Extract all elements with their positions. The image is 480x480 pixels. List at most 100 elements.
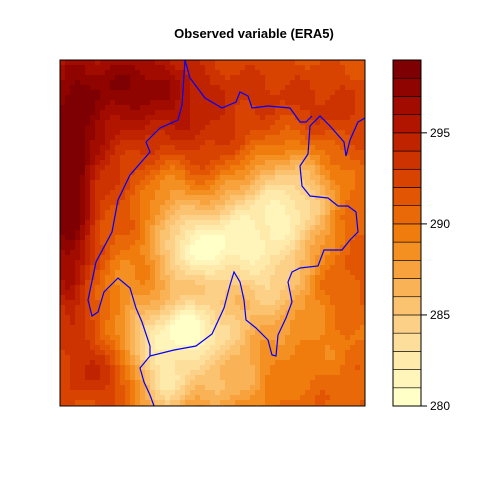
heat-cell — [105, 395, 111, 401]
heat-cell — [305, 330, 311, 336]
heat-cell — [310, 90, 316, 96]
heat-cell — [100, 115, 106, 121]
heat-cell — [175, 325, 181, 331]
heat-cell — [230, 250, 236, 256]
heat-cell — [270, 135, 276, 141]
heat-cell — [335, 180, 341, 186]
heat-cell — [180, 170, 186, 176]
heat-cell — [215, 105, 221, 111]
heat-cell — [315, 280, 321, 286]
heat-cell — [225, 155, 231, 161]
heat-cell — [205, 360, 211, 366]
heat-cell — [195, 150, 201, 156]
heat-cell — [220, 115, 226, 121]
heat-cell — [355, 365, 361, 371]
heat-cell — [145, 270, 151, 276]
heat-cell — [235, 65, 241, 71]
heat-cell — [280, 170, 286, 176]
heat-cell — [345, 125, 351, 131]
heat-cell — [75, 225, 81, 231]
heat-cell — [190, 285, 196, 291]
heat-cell — [300, 370, 306, 376]
heat-cell — [315, 100, 321, 106]
heat-cell — [195, 380, 201, 386]
heat-cell — [175, 365, 181, 371]
heat-cell — [315, 160, 321, 166]
heat-cell — [90, 305, 96, 311]
heat-cell — [195, 335, 201, 341]
heat-cell — [310, 280, 316, 286]
heat-cell — [305, 170, 311, 176]
heat-cell — [100, 135, 106, 141]
heat-cell — [165, 245, 171, 251]
heat-cell — [290, 195, 296, 201]
heat-cell — [245, 400, 251, 406]
heat-cell — [360, 275, 365, 281]
heat-cell — [245, 100, 251, 106]
heat-cell — [165, 330, 171, 336]
heat-cell — [155, 360, 161, 366]
heat-cell — [170, 290, 176, 296]
heat-cell — [80, 380, 86, 386]
heat-cell — [170, 125, 176, 131]
heat-cell — [110, 125, 116, 131]
heat-cell — [285, 270, 291, 276]
heat-cell — [195, 240, 201, 246]
heat-cell — [135, 205, 141, 211]
heat-cell — [280, 85, 286, 91]
heat-cell — [300, 365, 306, 371]
heat-cell — [295, 305, 301, 311]
heat-cell — [135, 260, 141, 266]
heat-cell — [210, 380, 216, 386]
heat-cell — [195, 385, 201, 391]
heat-cell — [350, 215, 356, 221]
heat-cell — [220, 315, 226, 321]
heat-cell — [350, 250, 356, 256]
heat-cell — [285, 135, 291, 141]
heat-cell — [260, 160, 266, 166]
heat-cell — [145, 225, 151, 231]
heat-cell — [70, 215, 76, 221]
heat-cell — [125, 255, 131, 261]
heat-cell — [285, 320, 291, 326]
heat-cell — [210, 65, 216, 71]
heat-cell — [105, 335, 111, 341]
heat-cell — [200, 380, 206, 386]
heat-cell — [95, 60, 101, 66]
heat-cell — [80, 265, 86, 271]
heat-cell — [310, 85, 316, 91]
heat-cell — [100, 285, 106, 291]
heat-cell — [290, 100, 296, 106]
heat-cell — [260, 90, 266, 96]
heat-cell — [150, 350, 156, 356]
heat-cell — [225, 385, 231, 391]
heat-cell — [120, 85, 126, 91]
heat-cell — [230, 215, 236, 221]
heat-cell — [340, 150, 346, 156]
heat-cell — [210, 190, 216, 196]
heat-cell — [280, 330, 286, 336]
heat-cell — [135, 215, 141, 221]
heat-cell — [260, 265, 266, 271]
heat-cell — [335, 320, 341, 326]
heat-cell — [215, 200, 221, 206]
heat-cell — [225, 65, 231, 71]
heat-cell — [320, 265, 326, 271]
heat-cell — [100, 205, 106, 211]
heat-cell — [320, 295, 326, 301]
heat-cell — [165, 270, 171, 276]
heat-cell — [110, 230, 116, 236]
heat-cell — [220, 305, 226, 311]
heat-cell — [165, 400, 171, 406]
heat-cell — [110, 190, 116, 196]
heat-cell — [70, 125, 76, 131]
heat-cell — [95, 65, 101, 71]
heat-cell — [145, 290, 151, 296]
heat-cell — [120, 175, 126, 181]
heat-cell — [60, 280, 66, 286]
heat-cell — [300, 65, 306, 71]
heat-cell — [150, 190, 156, 196]
heat-cell — [110, 340, 116, 346]
heat-cell — [335, 360, 341, 366]
heat-cell — [305, 185, 311, 191]
